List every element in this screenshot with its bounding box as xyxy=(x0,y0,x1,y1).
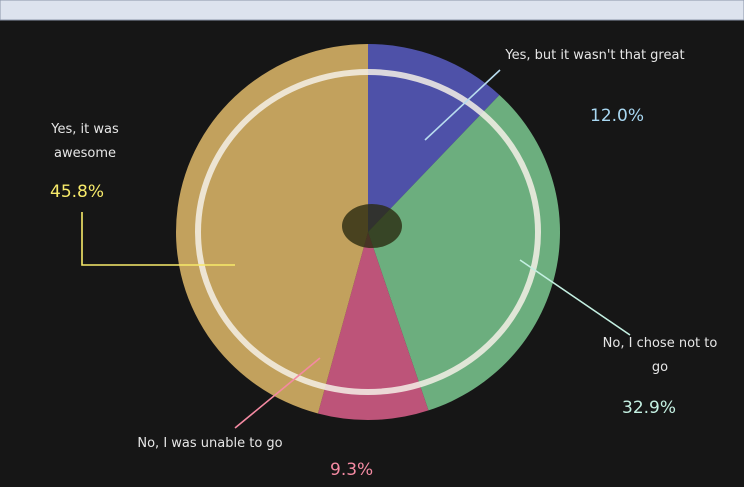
pie-slice xyxy=(317,232,429,421)
hub xyxy=(342,204,402,248)
leader xyxy=(519,259,631,336)
slice-label: No, I was unable to go xyxy=(137,436,283,451)
leader xyxy=(81,212,235,266)
leader-lines xyxy=(81,69,631,429)
pie-slice xyxy=(368,44,500,232)
leader xyxy=(234,357,321,429)
slice-label: Yes, it was awesome xyxy=(51,122,119,161)
slice-label: Yes, but it wasn't that great xyxy=(505,48,685,63)
ring xyxy=(195,69,541,395)
pie-slice xyxy=(368,94,560,411)
slice-value: 45.8% xyxy=(50,182,105,202)
slice-label: No, I chose not to go xyxy=(602,336,718,375)
leader xyxy=(424,69,501,141)
slice-value: 12.0% xyxy=(590,106,645,126)
header-bar xyxy=(0,0,744,21)
slice-value: 32.9% xyxy=(622,398,677,418)
slice-value: 9.3% xyxy=(330,460,374,480)
